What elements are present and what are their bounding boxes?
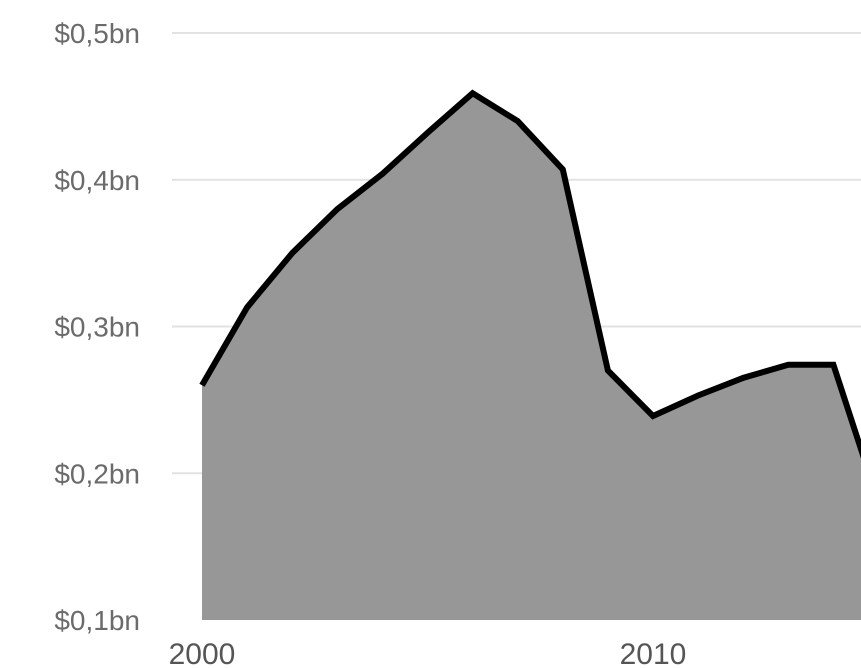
y-axis-ticks: $0,1bn $0,2bn $0,3bn $0,4bn $0,5bn [54, 18, 140, 636]
series-line [199, 89, 861, 459]
y-tick-label: $0,4bn [54, 165, 140, 196]
x-axis-ticks: 2000 2010 [169, 638, 687, 668]
y-tick-label: $0,3bn [54, 312, 140, 343]
x-tick-label: 2010 [620, 638, 687, 668]
x-tick-label: 2000 [169, 638, 236, 668]
y-tick-label: $0,1bn [54, 605, 140, 636]
area-fill [202, 93, 861, 620]
line-series [199, 89, 861, 459]
y-tick-label: $0,2bn [54, 458, 140, 489]
y-tick-label: $0,5bn [54, 18, 140, 49]
area-series [202, 93, 861, 620]
